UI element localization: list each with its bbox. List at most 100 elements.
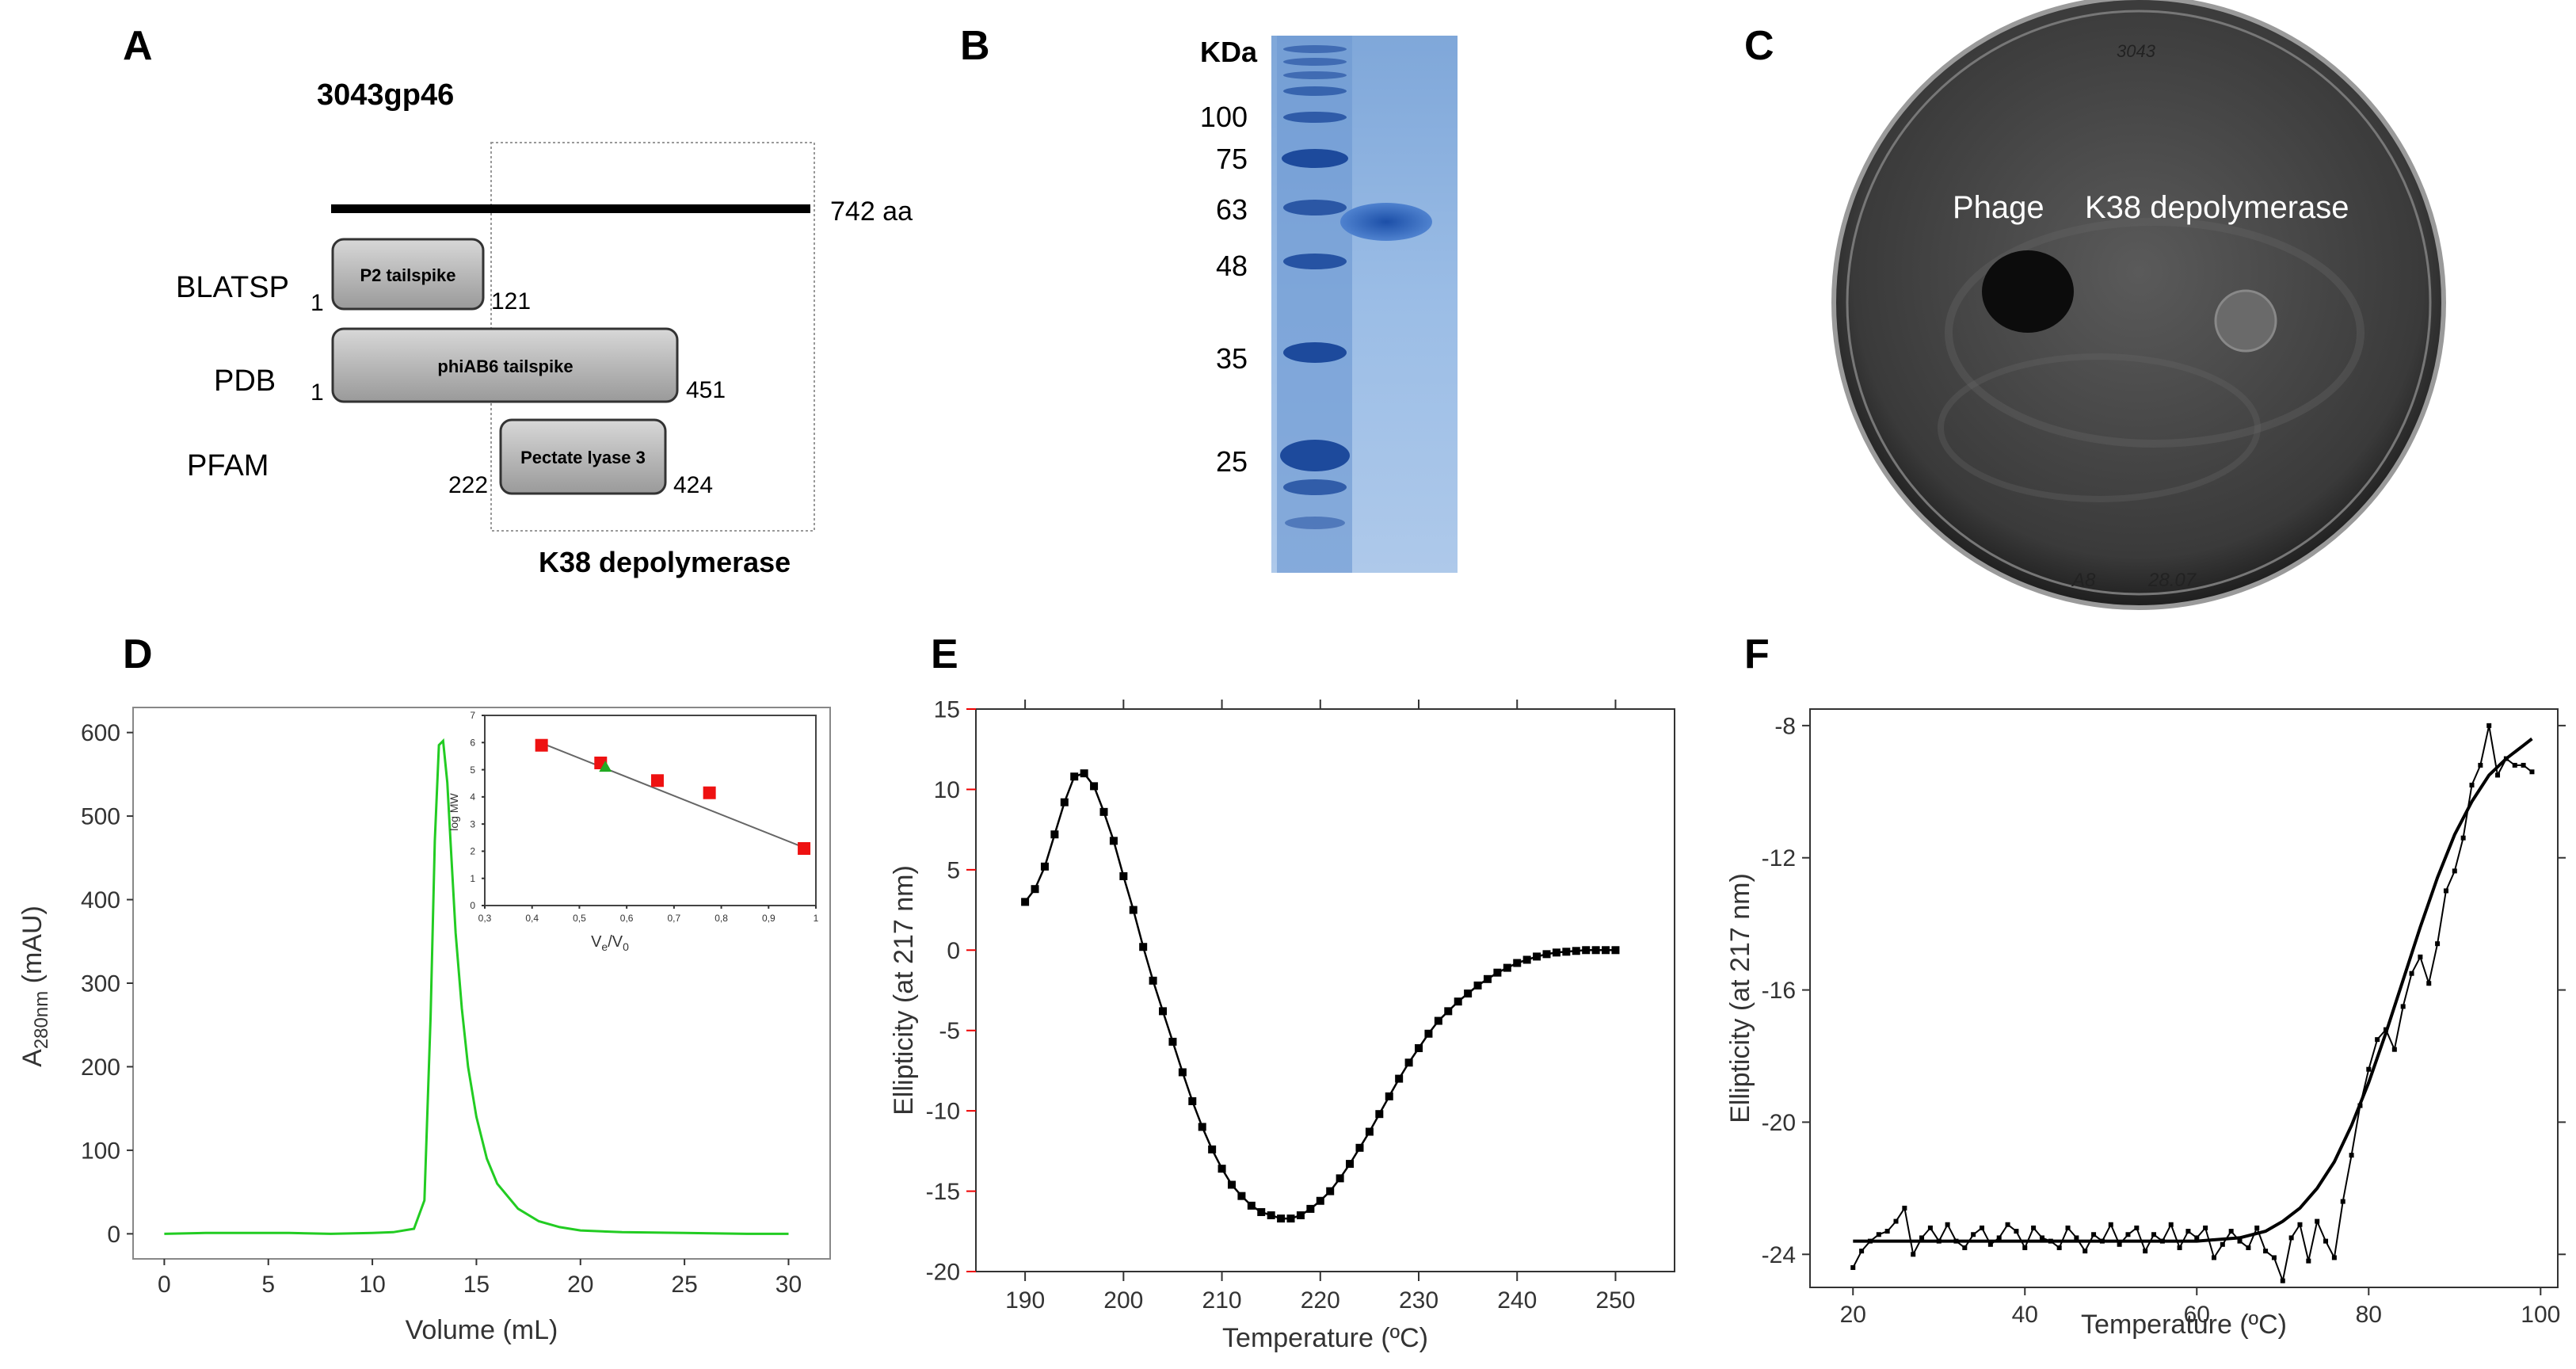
- cd-point: [1296, 1211, 1305, 1219]
- melt-point: [1987, 1241, 1993, 1247]
- y-tick-label: 5: [947, 857, 960, 883]
- cd-point: [1513, 959, 1522, 967]
- panel-c-plate: Phage K38 depolymerase 3043 A8 28.07: [1831, 0, 2446, 610]
- cd-point: [1040, 862, 1049, 871]
- domain-start-pfam: 222: [448, 472, 488, 498]
- cd-point: [1050, 830, 1059, 839]
- melt-point: [2177, 1245, 2182, 1250]
- y-tick-label: -15: [926, 1179, 960, 1205]
- x-tick-label: 25: [671, 1272, 697, 1298]
- melt-point: [2280, 1278, 2285, 1283]
- protein-title: 3043gp46: [317, 78, 454, 112]
- x-tick-label: 0,7: [668, 913, 681, 924]
- y-tick-label: 0: [470, 900, 475, 911]
- cd-point: [1099, 807, 1108, 816]
- x-tick-label: 230: [1399, 1287, 1439, 1314]
- melt-point: [2452, 868, 2457, 874]
- cd-point: [1582, 946, 1591, 955]
- melt-point: [1850, 1264, 1856, 1270]
- cd-point: [1149, 976, 1157, 985]
- melt-point: [2366, 1066, 2372, 1072]
- melt-point: [2014, 1229, 2019, 1234]
- inset-point-standard: [599, 761, 612, 772]
- petri-dish: [1831, 0, 2446, 610]
- x-tick-label: 80: [2356, 1302, 2382, 1328]
- cd-point: [1119, 871, 1128, 880]
- db-label-blatsp: BLATSP: [176, 271, 289, 304]
- cd-point: [1454, 997, 1462, 1006]
- melt-point: [2288, 1235, 2294, 1241]
- cd-point: [1159, 1007, 1168, 1016]
- melt-point: [2005, 1222, 2010, 1227]
- cd-point: [1522, 955, 1531, 964]
- panel-b-gel: KDa 100 75 63 48 35 25: [1200, 36, 1458, 573]
- chart-e-y-ticks: 15 10 5 0 -5 -10 -15 -20: [926, 697, 976, 1286]
- melt-point: [2083, 1249, 2088, 1254]
- panel-label-b: B: [960, 23, 990, 69]
- cd-point: [1178, 1068, 1187, 1077]
- cd-point: [1464, 990, 1473, 998]
- y-tick-label: 600: [81, 720, 120, 746]
- panel-f-chart: -8 -12 -16 -20 -24 20 40 60 80 100 Temperature (…: [1725, 708, 2566, 1340]
- cd-point: [1237, 1192, 1246, 1200]
- x-tick-label: 40: [2012, 1302, 2038, 1328]
- marker-48: 48: [1216, 250, 1248, 282]
- x-tick-label: 0,8: [714, 913, 728, 924]
- panel-label-a: A: [123, 23, 153, 69]
- melt-point: [1902, 1205, 1907, 1211]
- melt-point: [2031, 1225, 2037, 1230]
- protein-length-label: 742 aa: [830, 196, 913, 227]
- x-tick-label: 0: [158, 1272, 171, 1298]
- x-tick-label: 0,5: [573, 913, 586, 924]
- x-tick-label: 0,9: [762, 913, 775, 924]
- cd-point: [1267, 1211, 1275, 1219]
- cd-point: [1385, 1092, 1393, 1100]
- y-tick-label: -16: [1762, 978, 1796, 1004]
- chart-e-x-ticks: 190 200 210 220 230 240 250: [1005, 700, 1635, 1314]
- cd-point: [1316, 1196, 1324, 1205]
- chart-f-y-ticks: -8 -12 -16 -20 -24: [1762, 713, 2566, 1268]
- melt-point: [2443, 888, 2448, 894]
- melt-point: [2271, 1255, 2277, 1260]
- chart-e-ylabel: Ellipticity (at 217 nm): [889, 865, 919, 1115]
- inset-point: [703, 786, 716, 799]
- domain-start-pdb: 1: [311, 379, 324, 406]
- cd-point: [1031, 885, 1039, 894]
- y-tick-label: -5: [939, 1018, 960, 1044]
- x-tick-label: 15: [463, 1272, 490, 1298]
- melt-point: [1945, 1222, 1950, 1227]
- melt-point: [2315, 1218, 2320, 1224]
- melt-point: [2469, 782, 2475, 787]
- melt-point: [1876, 1232, 1881, 1237]
- melt-point: [1884, 1229, 1890, 1234]
- melt-point: [2391, 1047, 2397, 1052]
- melt-point: [1919, 1235, 1925, 1241]
- chart-e-frame: [975, 708, 1675, 1272]
- cd-point: [1562, 948, 1571, 956]
- cd-point: [1602, 946, 1610, 955]
- domain-box-phiab6-tailspike: [331, 327, 679, 403]
- x-tick-label: 1: [814, 913, 819, 924]
- x-tick-label: 0,3: [478, 913, 492, 924]
- panel-label-d: D: [123, 631, 153, 677]
- melt-point: [2151, 1232, 2157, 1237]
- chart-d-inset-xlabel: Ve/V0: [591, 933, 629, 953]
- melt-point: [2478, 762, 2483, 768]
- cd-point: [1306, 1204, 1315, 1213]
- cd-point: [1473, 981, 1482, 990]
- y-tick-label: -10: [926, 1099, 960, 1125]
- melt-point: [2323, 1238, 2329, 1244]
- cd-point: [1365, 1127, 1374, 1136]
- x-tick-label: 0,4: [525, 913, 539, 924]
- melt-point: [2117, 1241, 2122, 1247]
- chart-f-series-fit: [1853, 737, 2533, 1243]
- melt-point: [2056, 1245, 2062, 1250]
- inset-point: [535, 738, 548, 752]
- depolymerase-halo: [2214, 289, 2277, 353]
- y-tick-label: -20: [1762, 1110, 1796, 1136]
- y-tick-label: 3: [470, 818, 475, 829]
- panel-a-domain-diagram: 3043gp46 742 aa BLATSP 1 P2 tailspike 12…: [176, 78, 913, 578]
- cd-point: [1375, 1110, 1384, 1119]
